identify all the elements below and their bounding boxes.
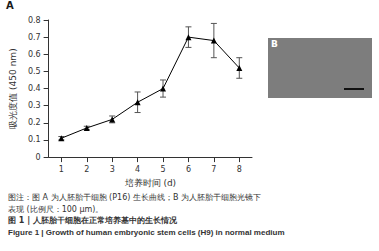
svg-text:3: 3	[110, 165, 115, 174]
svg-text:4: 4	[135, 165, 140, 174]
svg-text:0.6: 0.6	[28, 50, 41, 59]
svg-text:0.1: 0.1	[28, 135, 41, 144]
html-text:B: B	[271, 39, 278, 49]
svg-text:0: 0	[36, 153, 41, 162]
svg-text:吸光度值 (450 nm): 吸光度值 (450 nm)	[8, 48, 18, 128]
svg-text:0.4: 0.4	[28, 84, 41, 93]
html-text:图 1 | 人胚胎干细胞在正常培养基中的生长情况: 图 1 | 人胚胎干细胞在正常培养基中的生长情况	[8, 216, 177, 225]
svg-text:2: 2	[84, 165, 89, 174]
html-text:A: A	[6, 0, 14, 11]
svg-text:7: 7	[211, 165, 216, 174]
svg-text:0.3: 0.3	[28, 101, 41, 110]
html-text:Figure 1 | Growth of human emb: Figure 1 | Growth of human embryonic ste…	[8, 227, 285, 237]
svg-text:8: 8	[237, 165, 242, 174]
svg-text:0.5: 0.5	[28, 67, 41, 76]
svg-text:0.2: 0.2	[28, 118, 41, 127]
svg-text:0.8: 0.8	[28, 16, 41, 25]
html-text:图注：图 A 为人胚胎干细胞 (P16) 生长曲线；B 为人: 图注：图 A 为人胚胎干细胞 (P16) 生长曲线；B 为人胚胎干细胞光镜下	[8, 193, 261, 202]
svg-text:培养时间 (d): 培养时间 (d)	[124, 178, 177, 188]
svg-text:1: 1	[59, 165, 64, 174]
html-text:表现 (比例尺：100 μm)。: 表现 (比例尺：100 μm)。	[8, 204, 104, 214]
svg-text:0.7: 0.7	[28, 33, 41, 42]
svg-text:6: 6	[186, 165, 191, 174]
svg-text:5: 5	[160, 165, 165, 174]
